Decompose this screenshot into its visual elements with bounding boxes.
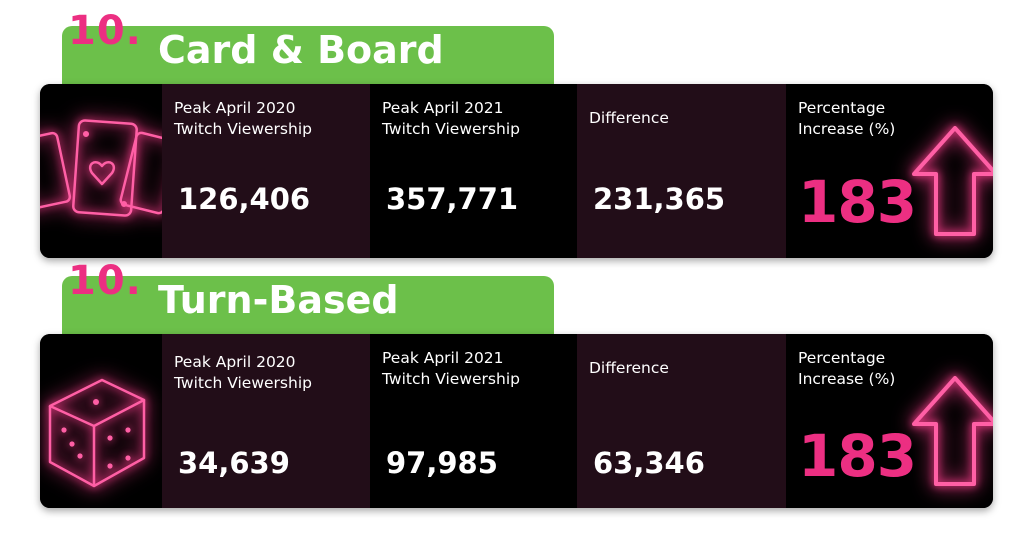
percentage-value: 183 (798, 168, 917, 236)
rank-number: 10. (68, 8, 142, 54)
col-percentage: Percentage Increase (%) 183 (786, 334, 993, 508)
col-value: 97,985 (386, 446, 498, 480)
percentage-value: 183 (798, 422, 917, 490)
arrow-up-icon (912, 126, 993, 236)
col-label: Peak April 2020 Twitch Viewership (174, 99, 312, 138)
stats-panel: Peak April 2020 Twitch Viewership 34,639… (40, 334, 993, 508)
icon-cell (40, 84, 180, 258)
col-peak-2020: Peak April 2020 Twitch Viewership 34,639 (162, 334, 370, 508)
section-tab (62, 276, 554, 338)
dice-icon (48, 378, 146, 488)
col-value: 231,365 (593, 182, 726, 216)
col-value: 34,639 (178, 446, 290, 480)
col-label: Peak April 2021 Twitch Viewership (382, 99, 520, 138)
col-percentage: Percentage Increase (%) 183 (786, 84, 993, 258)
col-label: Peak April 2021 Twitch Viewership (382, 349, 520, 388)
section-turn-based: 10. Turn-Based (0, 250, 1024, 508)
col-peak-2021: Peak April 2021 Twitch Viewership 357,77… (370, 84, 577, 258)
section-title: Turn-Based (158, 278, 399, 322)
col-label: Peak April 2020 Twitch Viewership (174, 353, 312, 392)
col-peak-2020: Peak April 2020 Twitch Viewership 126,40… (162, 84, 370, 258)
col-value: 63,346 (593, 446, 705, 480)
col-difference: Difference 231,365 (577, 84, 786, 258)
playing-cards-icon (40, 119, 180, 217)
section-title: Card & Board (158, 28, 444, 72)
col-label: Percentage Increase (%) (798, 99, 896, 138)
section-card-board: 10. Card & Board Peak April 2020 Twitch … (0, 0, 1024, 258)
arrow-up-icon (912, 376, 993, 486)
col-label: Difference (589, 109, 669, 127)
col-label: Difference (589, 359, 669, 377)
rank-number: 10. (68, 258, 142, 304)
col-value: 126,406 (178, 182, 311, 216)
stats-panel: Peak April 2020 Twitch Viewership 126,40… (40, 84, 993, 258)
col-difference: Difference 63,346 (577, 334, 786, 508)
col-peak-2021: Peak April 2021 Twitch Viewership 97,985 (370, 334, 577, 508)
col-value: 357,771 (386, 182, 519, 216)
col-label: Percentage Increase (%) (798, 349, 896, 388)
section-tab (62, 26, 554, 88)
icon-cell (40, 334, 162, 508)
